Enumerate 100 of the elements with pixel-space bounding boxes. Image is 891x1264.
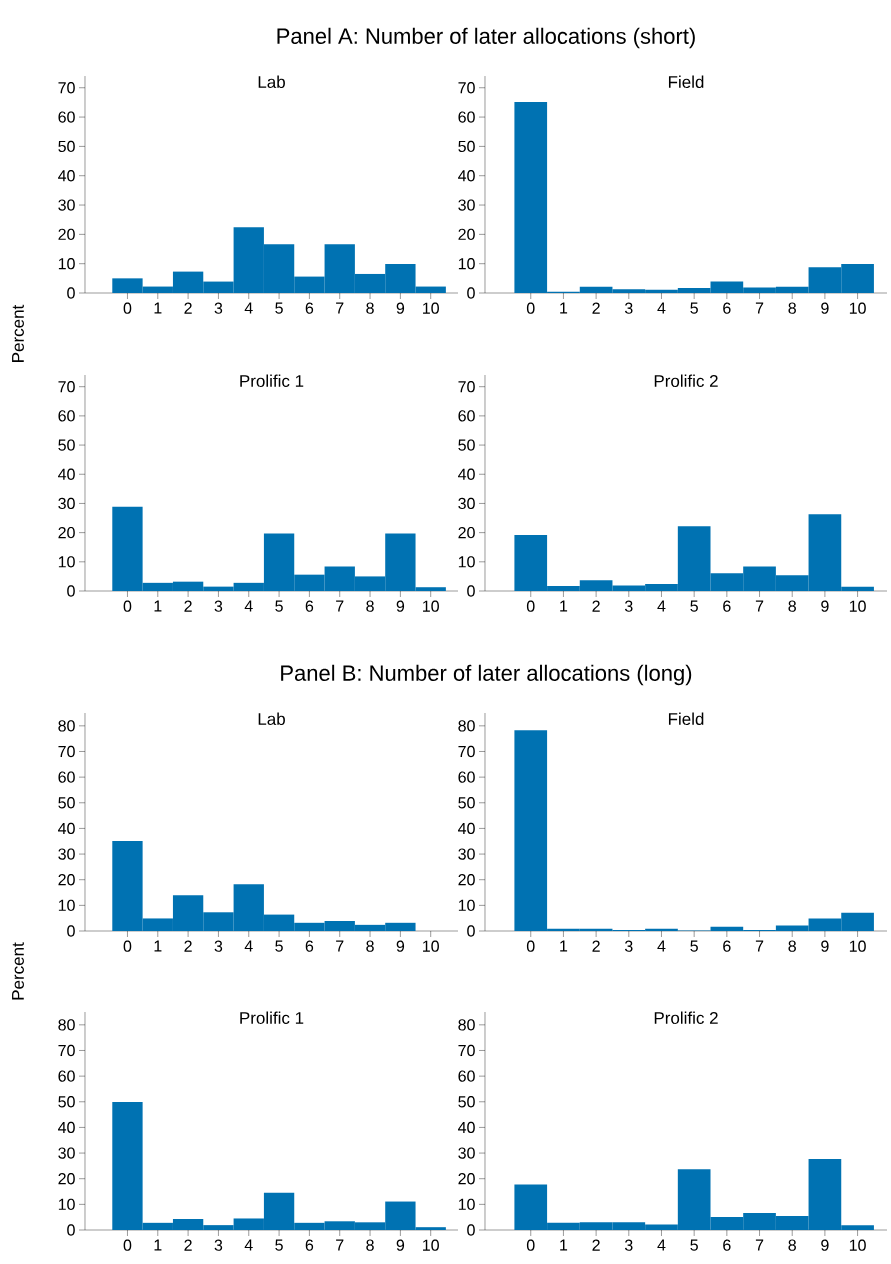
x-tick-label: 10: [423, 600, 439, 612]
y-tick-label: 20: [58, 526, 75, 539]
x-tick-label: 1: [154, 600, 162, 612]
y-tick-label: 50: [58, 140, 75, 153]
x-tick-label: 5: [690, 1239, 698, 1251]
x-tick-label: 5: [275, 302, 283, 314]
y-tick-label: 0: [467, 287, 475, 299]
chart-subtitle: Lab: [258, 712, 285, 726]
x-tick-label: 0: [123, 302, 132, 314]
x-tick-label: 4: [657, 600, 666, 612]
x-tick-label: 0: [123, 1239, 132, 1251]
y-tick-label: 10: [58, 556, 75, 568]
y-tick-label: 30: [58, 497, 75, 510]
y-tick-label: 80: [458, 1019, 475, 1031]
y-tick-label: 0: [67, 287, 75, 299]
x-tick-label: 1: [560, 302, 568, 314]
y-tick-label: 0: [467, 1224, 475, 1236]
x-tick-label: 3: [214, 1239, 223, 1251]
x-tick-label: 8: [788, 302, 796, 314]
y-tick-label: 10: [58, 1198, 75, 1211]
x-tick-label: 5: [690, 302, 698, 314]
x-tick-label: 3: [214, 600, 223, 612]
x-tick-label: 10: [423, 302, 439, 314]
chart-title: Panel B: Number of later allocations (long): [281, 664, 692, 686]
x-tick-label: 2: [592, 600, 600, 612]
y-tick-label: 70: [458, 745, 475, 758]
y-tick-label: 0: [67, 585, 75, 597]
x-tick-label: 10: [849, 1239, 866, 1251]
y-tick-label: 60: [58, 111, 75, 123]
x-tick-label: 6: [305, 940, 314, 952]
x-tick-label: 6: [723, 302, 731, 314]
y-tick-label: 20: [458, 526, 475, 539]
x-tick-label: 4: [244, 1239, 253, 1251]
y-tick-label: 0: [467, 585, 475, 597]
chart-subtitle: Prolific 2: [654, 374, 718, 388]
x-tick-label: 9: [396, 600, 405, 612]
x-tick-label: 0: [123, 940, 132, 952]
y-tick-label: 10: [458, 258, 475, 270]
x-tick-label: 8: [788, 600, 796, 612]
y-tick-label: 40: [458, 1121, 475, 1134]
x-tick-label: 4: [657, 940, 666, 952]
y-axis-title: Percent: [12, 304, 24, 362]
y-tick-label: 10: [458, 1198, 475, 1211]
x-tick-label: 2: [184, 940, 192, 952]
x-tick-label: 6: [723, 600, 731, 612]
x-tick-label: 5: [690, 600, 698, 612]
x-tick-label: 6: [305, 1239, 314, 1251]
chart-subtitle: Field: [668, 75, 704, 89]
x-tick-label: 7: [336, 302, 344, 314]
y-tick-label: 20: [58, 1173, 75, 1185]
x-tick-label: 8: [366, 940, 374, 952]
y-tick-label: 0: [467, 925, 475, 937]
x-tick-label: 7: [755, 302, 764, 314]
x-tick-label: 2: [184, 1239, 192, 1251]
y-tick-label: 70: [58, 745, 75, 758]
x-tick-label: 0: [123, 600, 132, 612]
y-tick-label: 20: [458, 874, 475, 886]
x-tick-label: 1: [154, 1239, 162, 1251]
x-tick-label: 8: [366, 302, 374, 314]
chart-subtitle: Prolific 1: [240, 374, 304, 388]
x-tick-label: 0: [526, 600, 535, 612]
x-tick-label: 6: [723, 1239, 731, 1251]
x-tick-label: 1: [154, 302, 162, 314]
x-tick-label: 2: [592, 1239, 600, 1251]
x-tick-label: 2: [592, 940, 600, 952]
x-tick-label: 3: [214, 302, 223, 314]
x-tick-label: 1: [154, 940, 162, 952]
x-tick-label: 8: [788, 1239, 796, 1251]
x-tick-label: 8: [366, 600, 374, 612]
x-tick-label: 4: [657, 1239, 666, 1251]
x-tick-label: 2: [184, 302, 192, 314]
y-tick-label: 30: [58, 848, 75, 860]
x-tick-label: 9: [821, 1239, 829, 1251]
x-tick-label: 4: [244, 940, 253, 952]
y-tick-label: 40: [58, 822, 75, 835]
y-tick-label: 80: [458, 720, 475, 732]
x-tick-label: 4: [244, 600, 253, 612]
x-tick-label: 3: [624, 302, 633, 314]
y-tick-label: 30: [58, 1147, 75, 1159]
x-tick-label: 9: [396, 302, 405, 314]
x-tick-label: 1: [560, 940, 568, 952]
chart-subtitle: Lab: [258, 75, 285, 89]
x-tick-label: 9: [821, 940, 829, 952]
y-tick-label: 10: [58, 899, 75, 912]
chart-subtitle: Prolific 1: [240, 1011, 304, 1025]
x-tick-label: 8: [366, 1239, 374, 1251]
x-tick-label: 5: [690, 940, 698, 952]
y-tick-label: 40: [458, 822, 475, 835]
y-tick-label: 80: [58, 1019, 75, 1031]
y-tick-label: 70: [458, 381, 475, 393]
y-tick-label: 70: [458, 1044, 475, 1057]
x-tick-label: 0: [526, 940, 535, 952]
x-tick-label: 1: [560, 1239, 568, 1251]
x-tick-label: 1: [560, 600, 568, 612]
y-tick-label: 70: [58, 381, 75, 393]
x-tick-label: 9: [396, 1239, 405, 1251]
y-tick-label: 70: [58, 82, 75, 94]
y-tick-label: 50: [58, 797, 75, 809]
y-tick-label: 20: [458, 1173, 475, 1185]
x-tick-label: 6: [305, 302, 314, 314]
